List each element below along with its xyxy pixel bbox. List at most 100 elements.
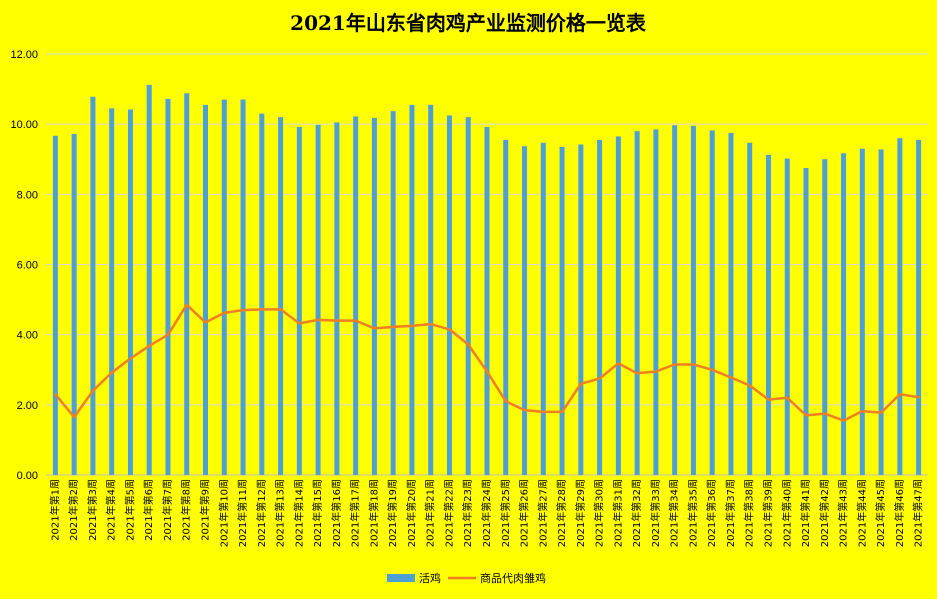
bar-live-chicken [540,142,546,475]
x-tick-label: 2021年第22周 [442,479,455,547]
x-tick-label: 2021年第45周 [874,479,887,547]
bar-live-chicken [484,126,490,476]
line-point-chick [748,384,751,387]
x-tick-label: 2021年第41周 [799,479,812,547]
x-tick-label: 2021年第15周 [311,479,324,547]
x-tick-label: 2021年第11周 [236,479,249,547]
line-point-chick [692,363,695,366]
bar-live-chicken [916,139,922,475]
bar-live-chicken [52,135,58,475]
line-point-chick [542,410,545,414]
y-tick-label: 8.00 [17,189,38,201]
line-point-chick [54,393,57,396]
bar-live-chicken [127,109,133,475]
y-tick-label: 4.00 [17,330,38,342]
x-tick-label: 2021年第31周 [611,479,624,547]
line-point-chick [166,333,170,336]
line-point-chick [410,324,414,328]
x-tick-label: 2021年第30周 [593,479,606,547]
line-point-chick [617,362,620,365]
x-tick-label: 2021年第38周 [743,479,756,547]
y-tick-label: 2.00 [17,400,38,412]
line-point-chick [391,325,395,329]
bar-live-chicken [315,124,321,475]
x-tick-label: 2021年第13周 [274,479,287,547]
x-tick-label: 2021年第44周 [855,479,868,547]
line-point-chick [523,408,526,412]
x-tick-label: 2021年第18周 [367,479,380,547]
bar-live-chicken [690,125,696,475]
y-axis-ticks: 0.00 2.00 4.00 6.00 8.00 10.00 12.00 [10,49,38,482]
line-point-chick [729,376,733,379]
x-tick-label: 2021年第39周 [761,479,774,547]
line-point-chick [279,308,282,311]
bar-live-chicken [859,148,865,475]
x-tick-label: 2021年第37周 [724,479,737,547]
x-tick-label: 2021年第7周 [161,479,174,541]
bar-live-chicken [822,159,828,475]
line-point-chick [335,319,339,322]
x-tick-label: 2021年第14周 [292,479,305,547]
x-tick-label: 2021年第43周 [837,479,850,547]
bar-live-chicken [71,133,77,476]
x-tick-label: 2021年第24周 [480,479,493,547]
legend[interactable]: 活鸡 商品代肉雏鸡 [387,571,546,585]
x-tick-label: 2021年第25周 [499,479,512,547]
x-tick-label: 2021年第28周 [555,479,568,547]
x-tick-label: 2021年第23周 [461,479,474,547]
bar-live-chicken [165,98,171,475]
line-point-chick [429,322,432,326]
bar-live-chicken [221,99,227,475]
line-point-chick [448,328,451,331]
line-point-chick [560,410,564,414]
y-tick-label: 10.00 [10,119,38,131]
y-tick-label: 0.00 [17,470,38,482]
x-tick-label: 2021年第17周 [349,479,362,547]
x-tick-label: 2021年第16周 [330,479,343,547]
line-point-chick [485,370,489,373]
legend-swatch-live-chicken [387,574,415,582]
x-tick-label: 2021年第9周 [199,479,212,541]
y-tick-label: 6.00 [17,260,38,272]
bar-live-chicken [371,117,377,475]
line-point-chick [579,382,583,385]
x-tick-label: 2021年第1周 [48,479,61,541]
x-tick-label: 2021年第12周 [255,479,268,547]
bar-live-chicken [597,139,603,475]
line-point-chick [260,308,264,311]
bar-live-chicken [897,138,903,475]
bar-live-chicken [709,130,715,475]
bar-live-chicken [278,117,284,476]
x-tick-label: 2021年第3周 [86,479,99,541]
bar-live-chicken [353,116,359,475]
line-series-layer [54,303,920,422]
x-tick-label: 2021年第47周 [912,479,925,547]
bar-live-chicken [109,108,115,476]
x-tick-label: 2021年第26周 [518,479,531,547]
x-tick-label: 2021年第27周 [536,479,549,547]
line-point-chick [204,321,207,324]
bar-live-chicken [334,122,340,475]
bar-live-chicken [465,117,471,476]
x-tick-label: 2021年第5周 [123,479,136,541]
line-point-chick [504,400,507,403]
x-tick-label: 2021年第4周 [105,479,118,541]
bar-live-chicken [747,142,753,475]
x-tick-label: 2021年第35周 [686,479,699,547]
bar-live-chicken [728,132,734,475]
bar-live-chicken [765,155,771,476]
line-point-chick [223,311,226,315]
line-point-chick [598,377,601,380]
bar-live-chicken [259,113,265,476]
line-point-chick [316,318,320,322]
bar-live-chicken [240,99,246,475]
bar-live-chicken [296,126,302,476]
bar-live-chicken [203,104,209,475]
bar-live-chicken [390,111,396,475]
line-point-chick [373,327,376,330]
line-point-chick [635,372,639,375]
line-point-chick [823,412,826,415]
line-point-chick [917,395,920,399]
bar-live-chicken [184,93,190,475]
